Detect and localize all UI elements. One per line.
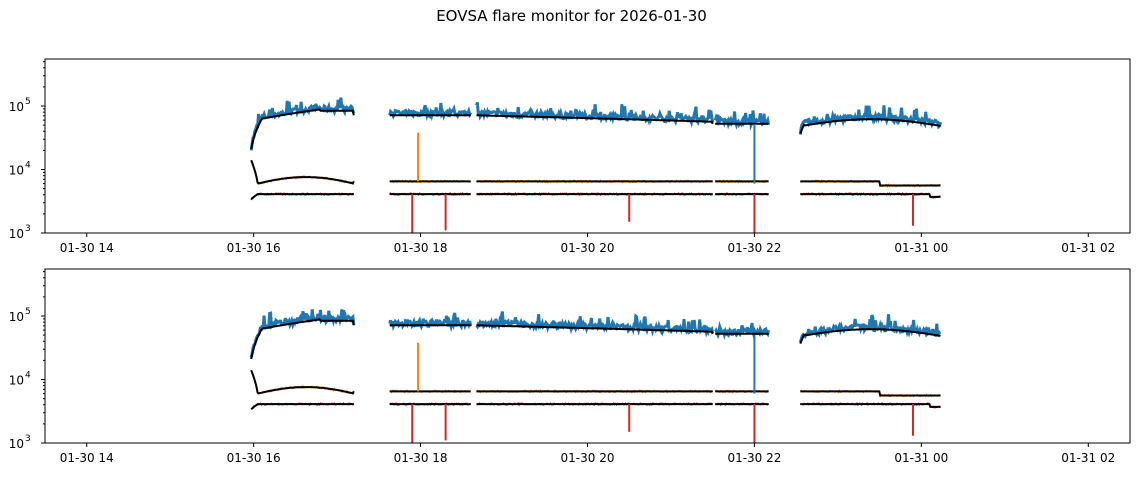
y-tick-exponent: 4: [25, 371, 31, 381]
smoothed-low-segment-1: [250, 403, 354, 411]
y-tick-exponent: 5: [25, 97, 31, 107]
series-high-segment-3: [475, 311, 715, 338]
x-tick-label: 01-30 16: [227, 241, 281, 255]
x-tick-label: 01-30 22: [727, 451, 781, 465]
y-tick-label: 10: [9, 374, 24, 388]
smoothed-mid-segment-5: [800, 390, 941, 397]
smoothed-high-segment-3: [476, 114, 714, 125]
series-high-segment-4: [713, 110, 771, 131]
smoothed-high-segment-5: [799, 328, 941, 344]
panel-1: 01-30 14 01-30 16 01-30 18 01-30 20 01-30 22…: [9, 58, 1131, 255]
series-high-segment-1: [249, 309, 356, 358]
smoothed-high-segment-1: [250, 318, 355, 360]
x-tick-label: 01-30 16: [227, 451, 281, 465]
x-tick-label: 01-30 18: [394, 241, 448, 255]
y-tick-label: 10: [9, 100, 24, 114]
y-tick-label: 10: [9, 437, 24, 451]
x-tick-label: 01-31 00: [894, 241, 948, 255]
y-tick-exponent: 4: [25, 161, 31, 171]
series-high-segment-5: [798, 314, 942, 343]
smoothed-mid-segment-1: [250, 159, 355, 185]
smoothed-high-segment-1: [250, 108, 355, 150]
smoothed-low-segment-1: [250, 193, 354, 201]
x-tick-label: 01-30 14: [60, 241, 114, 255]
x-tick-label: 01-31 00: [894, 451, 948, 465]
axes-frame: [44, 268, 1131, 444]
figure-title: EOVSA flare monitor for 2026-01-30: [436, 7, 707, 25]
x-tick-label: 01-31 02: [1061, 451, 1115, 465]
smoothed-high-segment-5: [799, 118, 941, 134]
series-high-segment-1: [249, 97, 356, 151]
x-tick-label: 01-30 14: [60, 451, 114, 465]
y-tick-exponent: 3: [25, 434, 31, 444]
x-tick-label: 01-30 20: [561, 241, 615, 255]
x-tick-label: 01-30 22: [727, 241, 781, 255]
smoothed-low-segment-5: [800, 403, 941, 408]
x-tick-label: 01-30 18: [394, 451, 448, 465]
smoothed-high-segment-3: [476, 324, 714, 335]
y-tick-exponent: 3: [25, 224, 31, 234]
series-high-segment-3: [475, 101, 715, 129]
x-tick-label: 01-30 20: [561, 451, 615, 465]
smoothed-mid-segment-5: [800, 180, 941, 187]
y-tick-label: 10: [9, 310, 24, 324]
x-tick-label: 01-31 02: [1061, 241, 1115, 255]
y-tick-label: 10: [9, 164, 24, 178]
y-tick-exponent: 5: [25, 307, 31, 317]
smoothed-low-segment-5: [800, 193, 941, 198]
panel-2: 01-30 14 01-30 16 01-30 18 01-30 20 01-30 22…: [9, 268, 1131, 465]
y-tick-label: 10: [9, 227, 24, 241]
axes-frame: [44, 58, 1131, 234]
smoothed-mid-segment-1: [250, 369, 355, 395]
